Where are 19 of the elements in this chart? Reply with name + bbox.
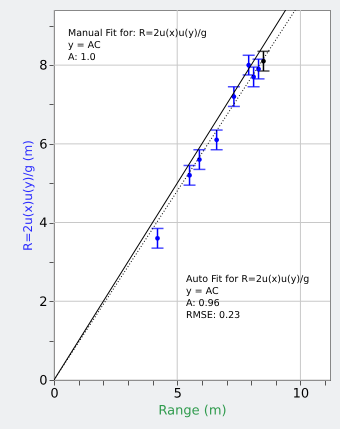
annotation: Manual Fit for: R=2u(x)u(y)/g y = AC A: 1.0 bbox=[68, 28, 207, 63]
y-axis-title: R=2u(x)u(y)/g (m) bbox=[21, 140, 36, 251]
x-tick-label: 10 bbox=[292, 386, 310, 402]
point bbox=[155, 236, 160, 241]
point bbox=[261, 58, 266, 64]
annotation: Auto Fit for R=2u(x)u(y)/g y = AC A: 0.96 RMSE: 0.23 bbox=[186, 274, 310, 321]
point bbox=[187, 172, 192, 178]
point bbox=[197, 157, 202, 162]
y-tick-label: 0 bbox=[39, 374, 48, 388]
x-tick-label: 0 bbox=[50, 386, 59, 402]
point bbox=[251, 74, 256, 80]
point bbox=[214, 138, 219, 142]
point bbox=[256, 66, 261, 72]
y-tick-label: 2 bbox=[39, 294, 48, 310]
y-tick-label: 4 bbox=[39, 216, 48, 232]
y-tick-label: 6 bbox=[39, 137, 48, 152]
x-axis-title: Range (m) bbox=[158, 404, 227, 418]
y-tick-label: 8 bbox=[39, 58, 48, 74]
x-tick-label: 5 bbox=[174, 386, 182, 402]
